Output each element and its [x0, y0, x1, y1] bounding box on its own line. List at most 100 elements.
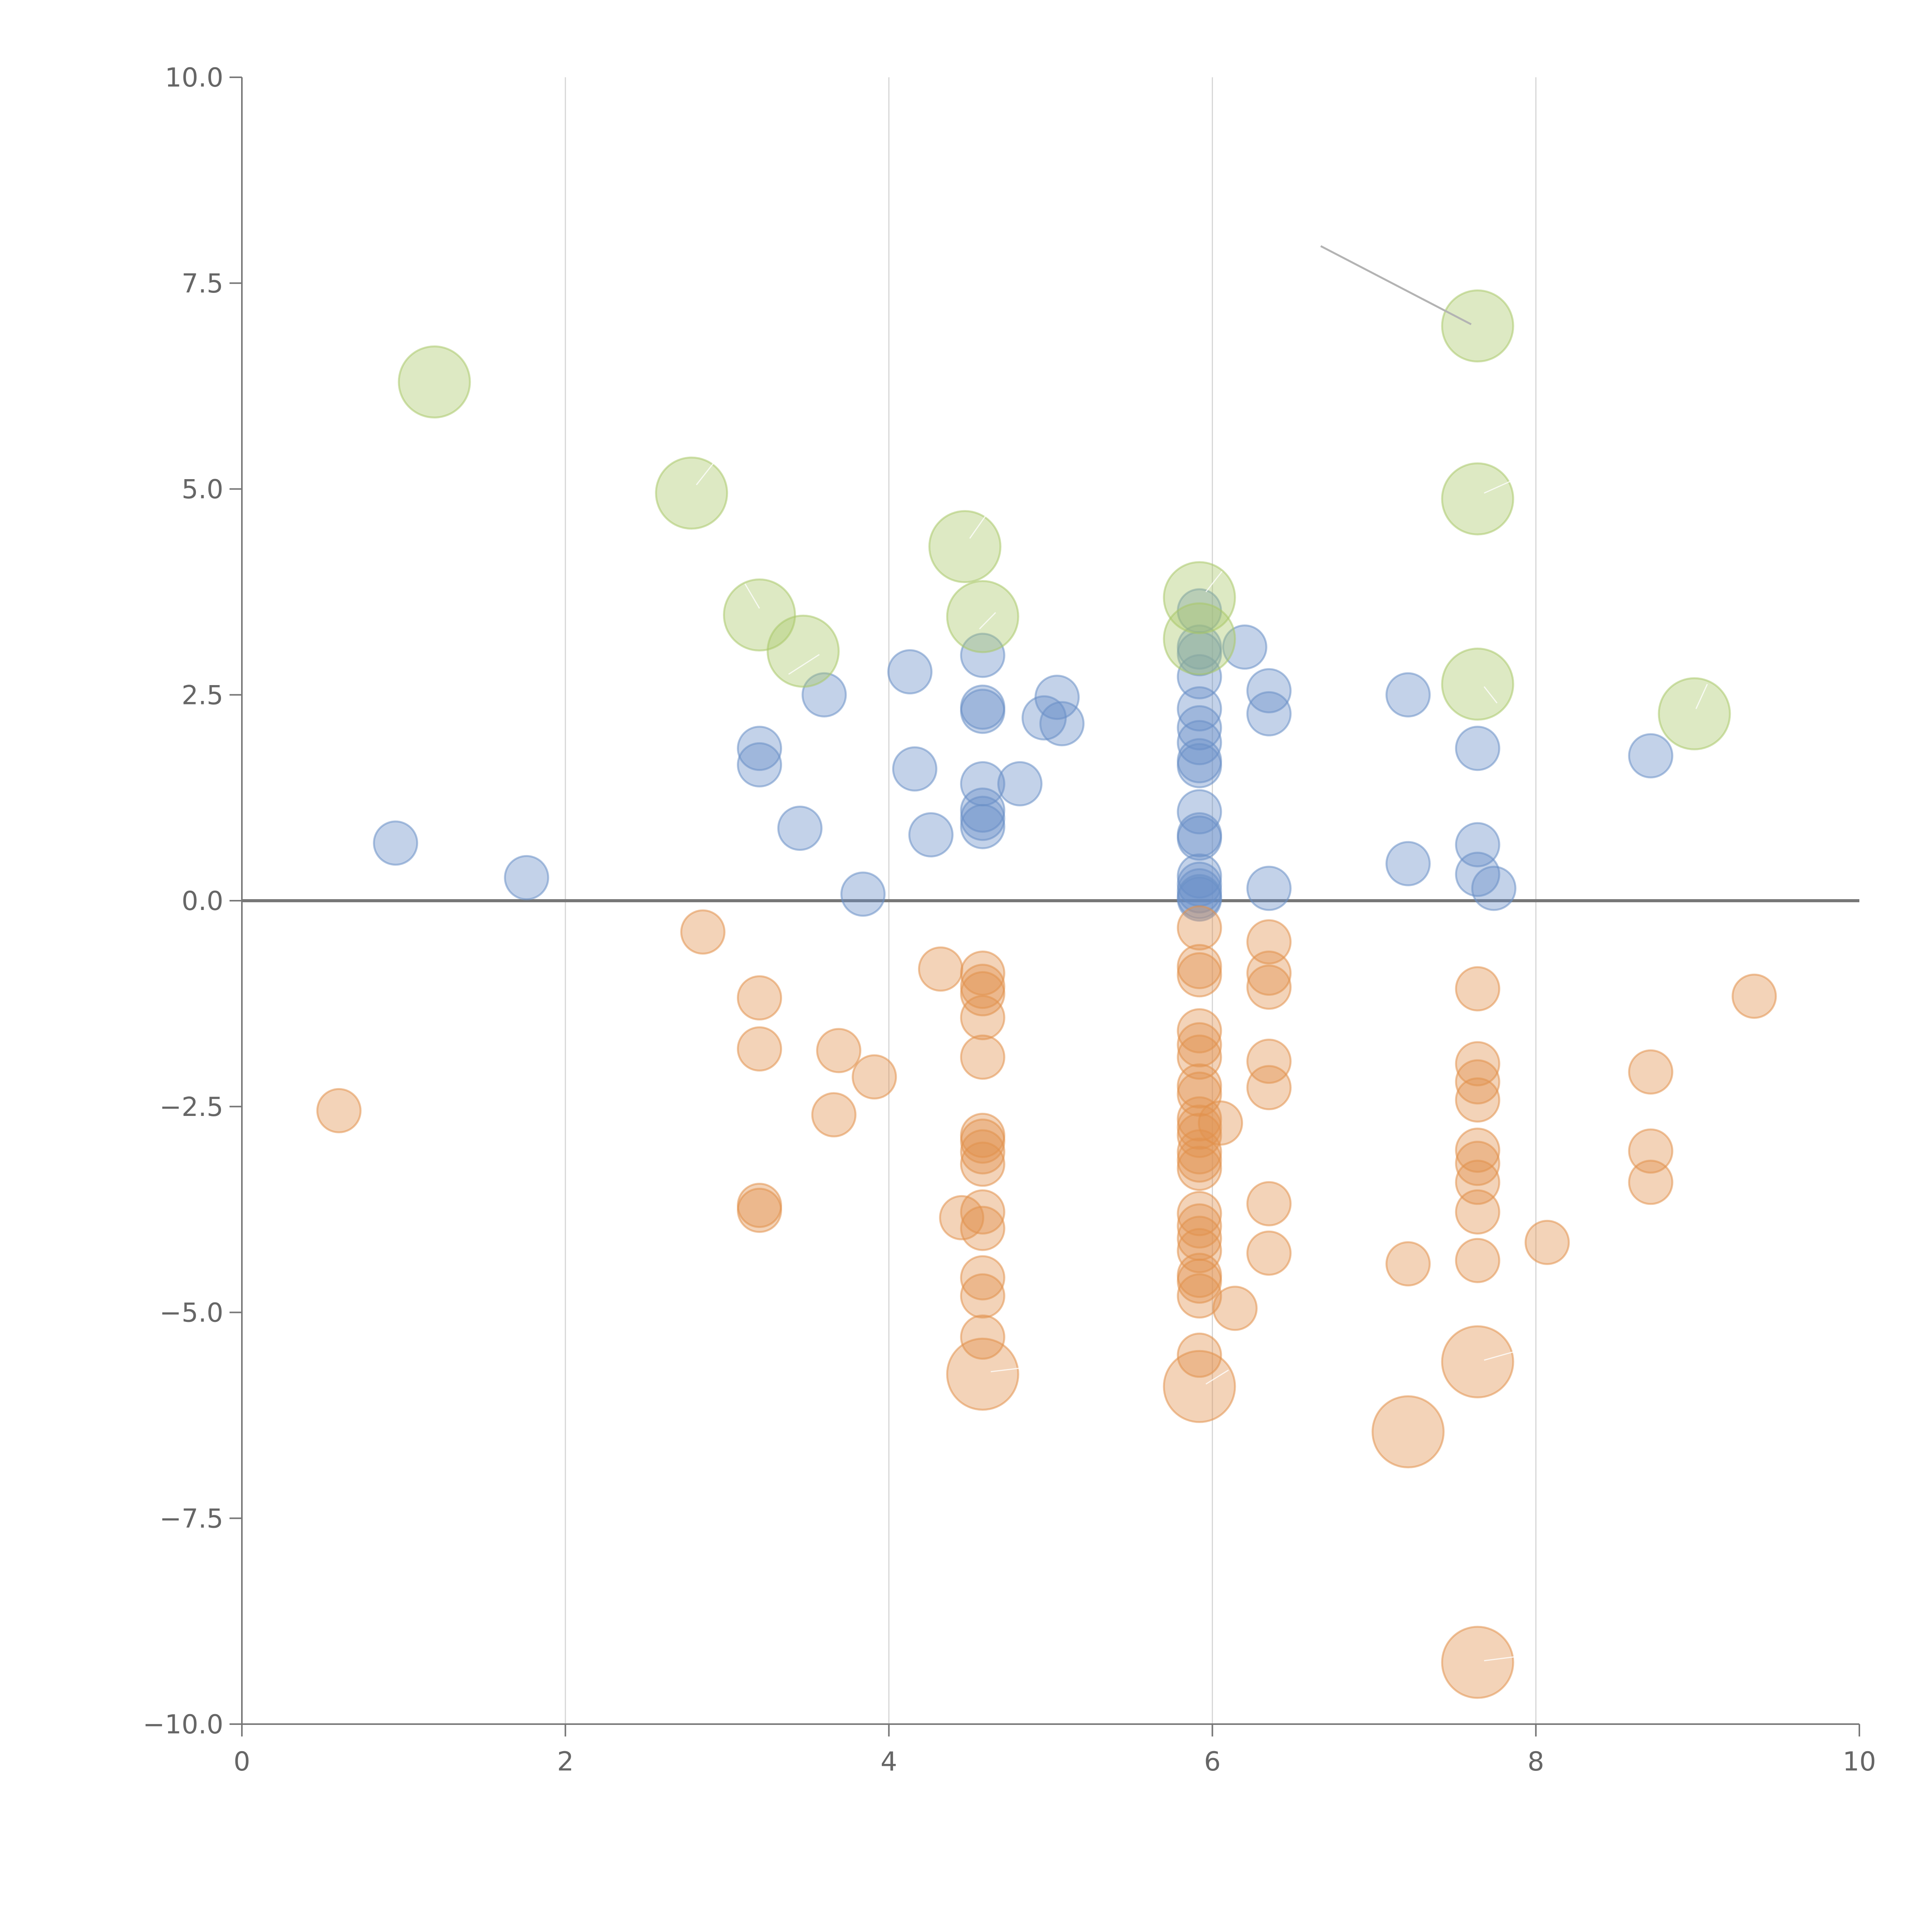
data-point: [1177, 1191, 1222, 1236]
data-point: [908, 812, 954, 858]
data-point: [1177, 789, 1222, 835]
data-point: [1731, 973, 1777, 1019]
y-tick-label: −5.0: [160, 1298, 223, 1328]
data-point: [1177, 705, 1222, 750]
data-point: [946, 1337, 1019, 1411]
data-point: [928, 510, 1002, 583]
data-point: [1246, 919, 1292, 965]
y-tick-label: −7.5: [160, 1503, 223, 1534]
data-point: [1441, 648, 1514, 721]
data-point: [997, 761, 1043, 806]
data-point: [737, 1187, 782, 1233]
data-point: [1177, 1008, 1222, 1054]
data-point: [1524, 1219, 1570, 1265]
x-tick-label: 2: [557, 1747, 574, 1777]
annotation-leader-line: [788, 654, 820, 675]
annotation-leader-line: [696, 459, 716, 485]
data-point: [680, 909, 726, 955]
x-tick-label: 10: [1843, 1747, 1876, 1777]
data-point: [1455, 1189, 1500, 1235]
data-point: [737, 975, 782, 1020]
data-point: [960, 1255, 1005, 1301]
series-negative: [316, 905, 1777, 1378]
data-point: [1441, 1325, 1514, 1398]
data-point: [1177, 743, 1222, 789]
data-point: [1177, 952, 1222, 998]
data-point: [1455, 1128, 1500, 1173]
data-point: [1246, 964, 1292, 1010]
annotation-leader-line: [1484, 1656, 1517, 1662]
data-point: [960, 1129, 1005, 1175]
data-point: [1246, 691, 1292, 736]
annotation-leader-line: [1206, 1369, 1229, 1385]
data-point: [811, 1092, 857, 1138]
data-point: [960, 1141, 1005, 1187]
data-point: [1455, 966, 1500, 1012]
data-point: [398, 345, 471, 418]
data-point: [1455, 1041, 1500, 1087]
data-point: [1441, 289, 1514, 363]
data-point: [1177, 654, 1222, 699]
annotation-leader-line: [1484, 1351, 1514, 1361]
data-point: [1455, 1141, 1500, 1186]
data-point: [1455, 1059, 1500, 1105]
data-point: [1177, 1146, 1222, 1191]
data-point: [960, 995, 1005, 1041]
data-point: [1177, 1259, 1222, 1304]
annotation-leader-line: [990, 1367, 1025, 1372]
data-point: [960, 971, 1005, 1017]
data-point: [1246, 866, 1292, 911]
data-point: [1246, 1039, 1292, 1084]
data-point: [960, 689, 1005, 734]
annotation-leader-line: [1205, 571, 1223, 592]
data-point: [737, 726, 782, 771]
data-point: [1177, 720, 1222, 765]
data-point: [373, 820, 418, 866]
data-point: [960, 1273, 1005, 1319]
data-point: [960, 1314, 1005, 1360]
data-point: [504, 855, 549, 900]
data-points: [316, 289, 1777, 1699]
data-point: [1441, 1626, 1514, 1699]
data-point: [1246, 1230, 1292, 1276]
y-tick-label: 7.5: [182, 269, 223, 299]
data-point: [960, 1118, 1005, 1164]
data-point: [316, 1088, 362, 1133]
data-point: [887, 649, 933, 695]
data-point: [1385, 1241, 1431, 1287]
y-tick-label: 2.5: [182, 680, 223, 711]
data-point: [1177, 1203, 1222, 1249]
series-highlight: [398, 289, 1731, 750]
x-tick-label: 6: [1204, 1747, 1221, 1777]
data-point: [1628, 1160, 1673, 1205]
data-point: [816, 1028, 862, 1073]
data-point: [946, 580, 1019, 653]
data-point: [892, 746, 937, 792]
data-point: [1471, 866, 1517, 911]
data-point: [1385, 841, 1431, 886]
data-point: [1455, 726, 1500, 771]
data-point: [1371, 1395, 1445, 1468]
data-point: [1246, 951, 1292, 996]
data-point: [1198, 1100, 1243, 1146]
data-point: [1177, 1112, 1222, 1158]
axes: [230, 77, 1860, 1736]
data-point: [1441, 462, 1514, 536]
data-point: [801, 672, 847, 718]
annotation-leader-line: [744, 583, 760, 609]
data-point: [655, 456, 728, 530]
data-point: [1628, 1128, 1673, 1174]
y-tick-label: 10.0: [165, 63, 223, 93]
y-tick-label: −2.5: [160, 1092, 223, 1122]
data-point: [1658, 677, 1731, 750]
annotation-leader-line: [979, 612, 996, 629]
data-point: [960, 804, 1005, 849]
x-tick-label: 0: [233, 1747, 250, 1777]
data-point: [1177, 815, 1222, 861]
data-point: [1163, 1350, 1236, 1423]
data-point: [1385, 672, 1431, 718]
data-point: [918, 946, 963, 992]
data-point: [723, 578, 796, 652]
data-point: [960, 1206, 1005, 1251]
tick-labels: −10.0 −7.5 −5.0 −2.5 0.0 2.5 5.0 7.5 10.0 0 2 4 6 8 10: [143, 63, 1876, 1777]
